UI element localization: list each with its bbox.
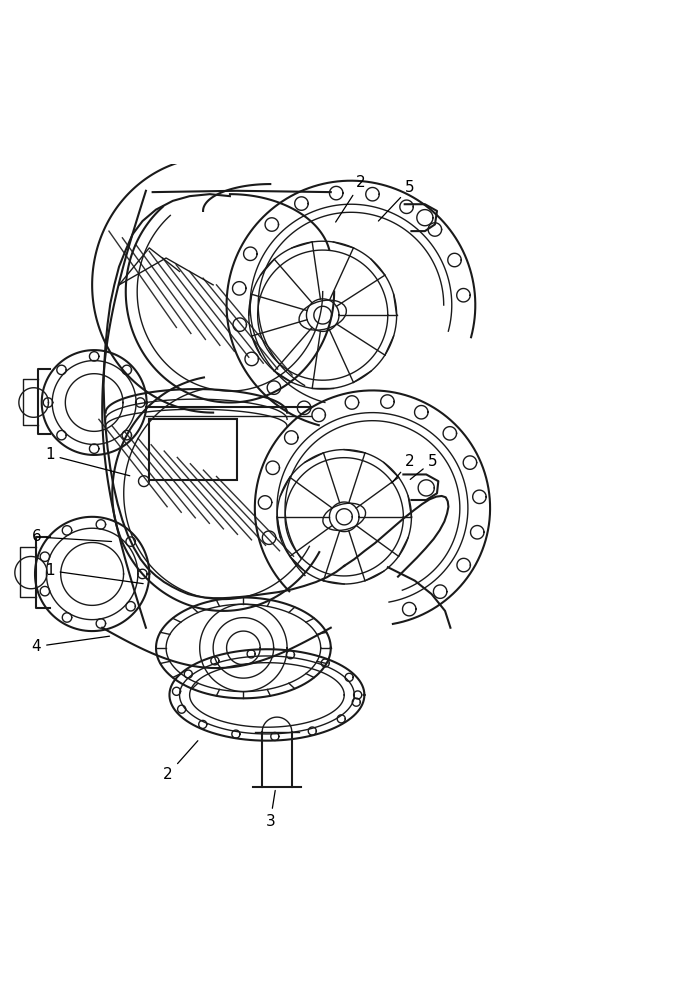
Text: 3: 3 — [265, 790, 275, 829]
Text: 4: 4 — [32, 636, 109, 654]
Text: 1: 1 — [45, 447, 130, 476]
Text: 2: 2 — [163, 741, 198, 782]
Text: 5: 5 — [379, 180, 415, 221]
Text: 1: 1 — [45, 563, 143, 584]
Text: 2: 2 — [335, 175, 366, 222]
Text: 6: 6 — [32, 529, 111, 544]
Text: 5: 5 — [410, 454, 438, 479]
Text: 2: 2 — [392, 454, 415, 483]
